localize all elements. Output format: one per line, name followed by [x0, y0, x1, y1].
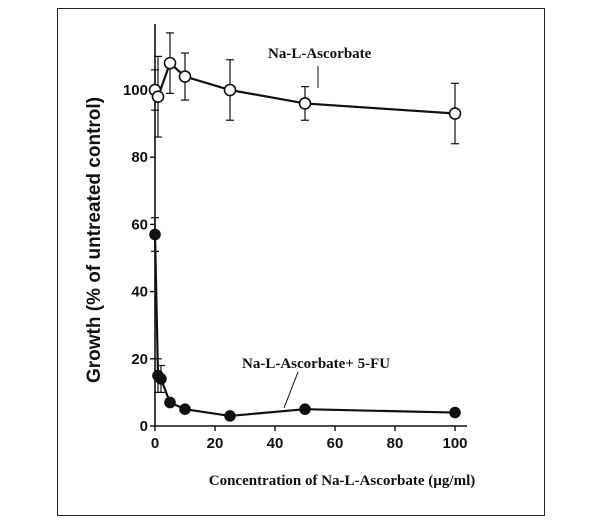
data-point — [299, 403, 311, 416]
x-axis-label: Concentration of Na-L-Ascorbate (µg/ml) — [209, 473, 476, 489]
series-layer — [148, 32, 462, 422]
data-point — [179, 403, 191, 416]
y-tick-label: 60 — [131, 216, 148, 233]
data-point — [178, 70, 192, 83]
tick-labels: 0 20 40 60 80 100 0 20 40 60 80 100 — [123, 82, 468, 452]
y-axis-label: Growth (% of untreated control) — [84, 97, 105, 383]
y-tick-label: 80 — [131, 149, 148, 166]
x-tick-label: 20 — [207, 435, 224, 452]
x-tick-label: 60 — [327, 435, 344, 452]
annotation-ascorbate: Na-L-Ascorbate — [268, 46, 372, 62]
y-tick-label: 40 — [131, 284, 148, 301]
data-point — [298, 97, 312, 110]
data-point — [223, 83, 237, 97]
chart-frame — [57, 8, 545, 516]
data-point — [163, 56, 177, 70]
series-ascorbate — [148, 32, 462, 145]
annotation-leader-ascorbate-5fu — [283, 371, 299, 409]
data-point — [448, 107, 462, 120]
y-tick-label: 20 — [131, 351, 148, 368]
data-point — [149, 228, 161, 241]
data-point — [449, 406, 461, 419]
x-tick-label: 80 — [387, 435, 404, 452]
series-line — [153, 234, 456, 418]
data-point — [164, 396, 176, 409]
y-tick-label: 0 — [140, 418, 148, 435]
series-ascorbate-5fu — [149, 217, 461, 422]
x-tick-label: 40 — [267, 435, 284, 452]
y-tick-label: 100 — [123, 82, 148, 99]
x-tick-label: 100 — [442, 435, 467, 452]
x-tick-label: 0 — [151, 435, 159, 452]
data-point — [224, 410, 236, 422]
data-point — [155, 373, 167, 385]
annotation-ascorbate-5fu: Na-L-Ascorbate+ 5-FU — [242, 356, 390, 372]
data-point — [151, 90, 165, 104]
